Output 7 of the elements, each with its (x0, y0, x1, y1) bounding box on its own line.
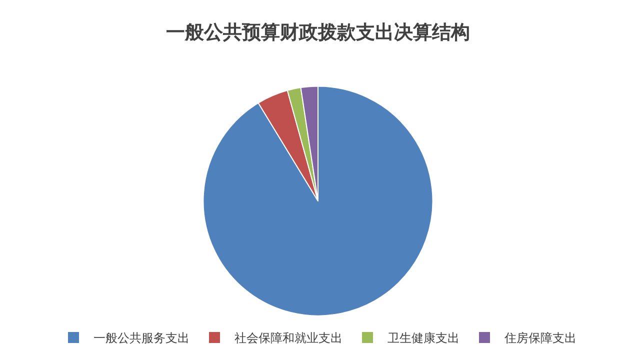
legend-label: 社会保障和就业支出 (234, 331, 342, 346)
pie-slice (202, 86, 434, 316)
legend-label: 一般公共服务支出 (94, 331, 190, 346)
pie-slice (258, 90, 318, 202)
legend-label: 住房保障支出 (504, 331, 576, 346)
legend-label: 卫生健康支出 (388, 331, 460, 346)
chart-title: 一般公共预算财政拨款支出决算结构 (166, 22, 470, 44)
